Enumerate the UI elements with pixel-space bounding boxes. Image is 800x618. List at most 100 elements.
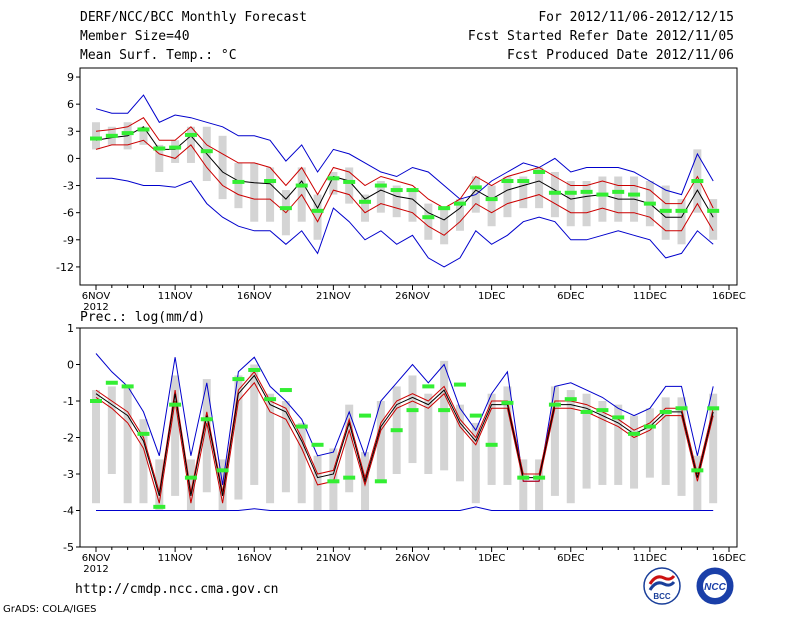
ensemble-marker	[612, 189, 625, 194]
y-tick-label: -9	[63, 234, 74, 247]
spread-box	[519, 459, 528, 511]
spread-box	[171, 140, 180, 163]
spread-box	[440, 360, 449, 471]
y-tick-label: -5	[63, 541, 74, 554]
ensemble-marker	[643, 424, 656, 429]
ensemble-marker	[184, 132, 197, 137]
spread-box	[139, 126, 148, 145]
spread-box	[455, 404, 464, 482]
spread-box	[677, 199, 686, 245]
ensemble-marker	[707, 406, 720, 411]
spread-box	[218, 135, 227, 200]
ncc-logo-text: NCC	[704, 582, 726, 593]
spread-box	[645, 408, 654, 478]
spread-box	[297, 422, 306, 504]
x-tick-label: 11NOV	[158, 553, 193, 564]
ensemble-marker	[248, 367, 261, 372]
ensemble-marker	[548, 190, 561, 195]
ensemble-marker	[533, 475, 546, 480]
x-tick-label: 6NOV	[82, 553, 111, 564]
ensemble-marker	[343, 475, 356, 480]
ensemble-marker	[453, 382, 466, 387]
ensemble-marker	[200, 149, 213, 154]
series-line-upper	[95, 117, 714, 209]
y-tick-label: -3	[63, 468, 74, 481]
series-line-max	[95, 94, 714, 200]
ensemble-marker	[184, 475, 197, 480]
fcst-started-date: Fcst Started Refer Date 2012/11/05	[467, 29, 734, 44]
fcst-produced-date: Fcst Produced Date 2012/11/06	[507, 48, 734, 63]
x-tick-label: 21NOV	[316, 553, 351, 564]
series-line-max	[95, 353, 714, 485]
x-tick-label: 1DEC	[478, 291, 505, 302]
y-tick-label: 6	[67, 98, 74, 111]
x-tick-label: 1DEC	[478, 553, 505, 564]
series-line-mean	[95, 374, 714, 497]
spread-box	[107, 386, 116, 474]
spread-box	[677, 397, 686, 496]
ensemble-marker	[453, 201, 466, 206]
spread-box	[503, 386, 512, 485]
series-line-min	[96, 177, 714, 268]
spread-box	[155, 144, 164, 172]
ensemble-marker	[501, 179, 514, 184]
header-right: For 2012/11/06-2012/12/15 Fcst Started R…	[468, 10, 734, 67]
ensemble-marker	[691, 468, 704, 473]
spread-box	[440, 208, 449, 245]
ensemble-marker	[580, 409, 593, 414]
spread-box	[487, 393, 496, 485]
ensemble-marker	[359, 199, 372, 204]
spread-box	[408, 190, 417, 222]
ensemble-marker	[153, 146, 166, 151]
ensemble-marker	[169, 402, 182, 407]
ensemble-marker	[564, 190, 577, 195]
ensemble-marker	[295, 424, 308, 429]
ensemble-marker	[295, 183, 308, 188]
ensemble-marker	[264, 397, 277, 402]
ensemble-marker	[374, 183, 387, 188]
variable-label: Mean Surf. Temp.: °C	[80, 48, 237, 63]
ensemble-marker	[406, 408, 419, 413]
series-line-lower	[95, 381, 714, 504]
agency-logos: BCC NCC	[643, 567, 734, 605]
y-tick-label: -3	[63, 180, 74, 193]
spread-box	[329, 171, 338, 195]
spread-box	[535, 167, 544, 209]
spread-box	[471, 422, 480, 504]
forecast-title: DERF/NCC/BCC Monthly Forecast	[80, 10, 307, 25]
series-line-min	[96, 506, 714, 511]
ensemble-marker	[264, 179, 277, 184]
ensemble-marker	[628, 431, 641, 436]
x-tick-year: 2012	[83, 302, 108, 313]
x-tick-label: 11DEC	[633, 553, 667, 564]
ensemble-marker	[469, 185, 482, 190]
series-line-mean	[95, 126, 714, 221]
ensemble-marker	[643, 201, 656, 206]
ensemble-marker	[501, 400, 514, 405]
ensemble-marker	[90, 136, 102, 141]
bcc-logo: BCC	[643, 567, 681, 605]
spread-box	[266, 393, 275, 504]
x-tick-label: 26NOV	[395, 553, 430, 564]
ensemble-marker	[675, 208, 688, 213]
x-tick-label: 16NOV	[237, 291, 272, 302]
y-tick-label: -4	[63, 505, 74, 518]
spread-box	[186, 459, 195, 511]
ensemble-marker	[105, 380, 118, 385]
ensemble-marker	[137, 431, 150, 436]
spread-box	[424, 393, 433, 474]
ensemble-marker	[359, 413, 372, 418]
ensemble-marker	[691, 179, 704, 184]
spread-box	[598, 176, 607, 222]
ensemble-marker	[564, 397, 577, 402]
source-url[interactable]: http://cmdp.ncc.cma.gov.cn	[75, 582, 279, 597]
ensemble-marker	[279, 388, 292, 393]
y-tick-label: -1	[63, 395, 74, 408]
spread-box	[566, 181, 575, 227]
spread-box	[361, 194, 370, 222]
ensemble-marker	[327, 479, 340, 484]
spread-box	[392, 185, 401, 218]
spread-box	[519, 176, 528, 209]
ensemble-marker	[121, 131, 134, 136]
